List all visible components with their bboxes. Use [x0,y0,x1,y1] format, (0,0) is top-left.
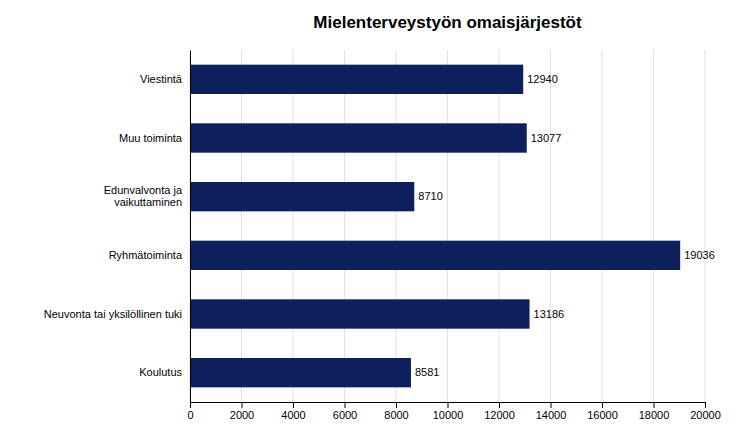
x-tick-mark [602,402,603,408]
x-tick-mark [448,402,449,408]
grid-line [705,50,706,402]
bar [190,358,411,387]
x-tick-mark [190,402,191,408]
data-label: 19036 [684,249,715,261]
data-label: 13077 [531,132,562,144]
grid [190,50,705,402]
x-tick-mark [293,402,294,408]
x-tick: 0 [187,402,193,421]
plot: 0 2000 4000 6000 8000 10000 12000 14000 16000 180… [44,50,721,421]
x-tick: 20000 [690,402,721,421]
data-label: 13186 [534,308,565,320]
data-label: 8710 [418,190,442,202]
x-axis: 0 2000 4000 6000 8000 10000 12000 14000 16000 180… [187,402,720,421]
data-label: 8581 [415,366,439,378]
y-tick-label: Neuvonta tai yksilöllinen tuki [44,308,182,320]
grid-line [653,50,654,402]
x-tick-mark [705,402,706,408]
y-tick: Muu toiminta [119,132,183,144]
grid-line [447,50,448,402]
x-tick-label: 18000 [639,409,670,421]
x-tick-mark [654,402,655,408]
y-tick: Edunvalvonta javaikuttaminen [104,184,183,208]
grid-line [190,50,191,402]
y-tick: Neuvonta tai yksilöllinen tuki [44,308,182,320]
y-tick-label: Viestintä [140,73,183,85]
x-tick: 6000 [333,402,357,421]
x-tick-mark [551,402,552,408]
data-label: 12940 [527,73,558,85]
grid-line [550,50,551,402]
x-tick-label: 0 [187,409,193,421]
x-tick-label: 16000 [587,409,618,421]
x-tick: 10000 [433,402,464,421]
x-tick-label: 4000 [281,409,305,421]
grid-line [396,50,397,402]
x-tick-label: 20000 [690,409,721,421]
y-tick: Koulutus [139,366,182,378]
bar [190,241,680,270]
bar [190,182,414,211]
grid-line [293,50,294,402]
bar [190,65,523,94]
y-axis: Viestintä Muu toiminta Edunvalvonta javaik… [44,51,191,403]
title: Mielenterveystyön omaisjärjestöt [313,13,582,32]
x-tick: 16000 [587,402,618,421]
bars [190,65,680,388]
grid-line [241,50,242,402]
x-tick-mark [499,402,500,408]
grid-line [499,50,500,402]
x-tick-label: 2000 [230,409,254,421]
data-labels: 12940 13077 8710 19036 13186 8581 [415,73,715,378]
x-tick-label: 8000 [384,409,408,421]
y-tick-label: Muu toiminta [119,132,183,144]
x-tick-label: 12000 [484,409,515,421]
x-tick-label: 6000 [333,409,357,421]
grid-line [602,50,603,402]
y-tick-label: Ryhmätoiminta [109,249,183,261]
x-tick-mark [242,402,243,408]
x-tick: 12000 [484,402,515,421]
x-tick: 8000 [384,402,408,421]
y-tick-label: Koulutus [139,366,182,378]
x-tick-mark [345,402,346,408]
x-tick-label: 14000 [536,409,567,421]
x-tick-label: 10000 [433,409,464,421]
y-tick: Viestintä [140,73,183,85]
bar [190,123,527,152]
y-tick-label: Edunvalvonta javaikuttaminen [104,184,183,208]
x-tick-mark [396,402,397,408]
x-tick: 18000 [639,402,670,421]
y-tick: Ryhmätoiminta [109,249,183,261]
bar [190,299,530,328]
y-axis-line [190,51,191,403]
x-tick: 2000 [230,402,254,421]
x-tick: 14000 [536,402,567,421]
grid-line [344,50,345,402]
x-tick: 4000 [281,402,305,421]
x-axis-line [191,403,706,409]
chart: 0 2000 4000 6000 8000 10000 12000 14000 16000 180… [0,0,750,436]
